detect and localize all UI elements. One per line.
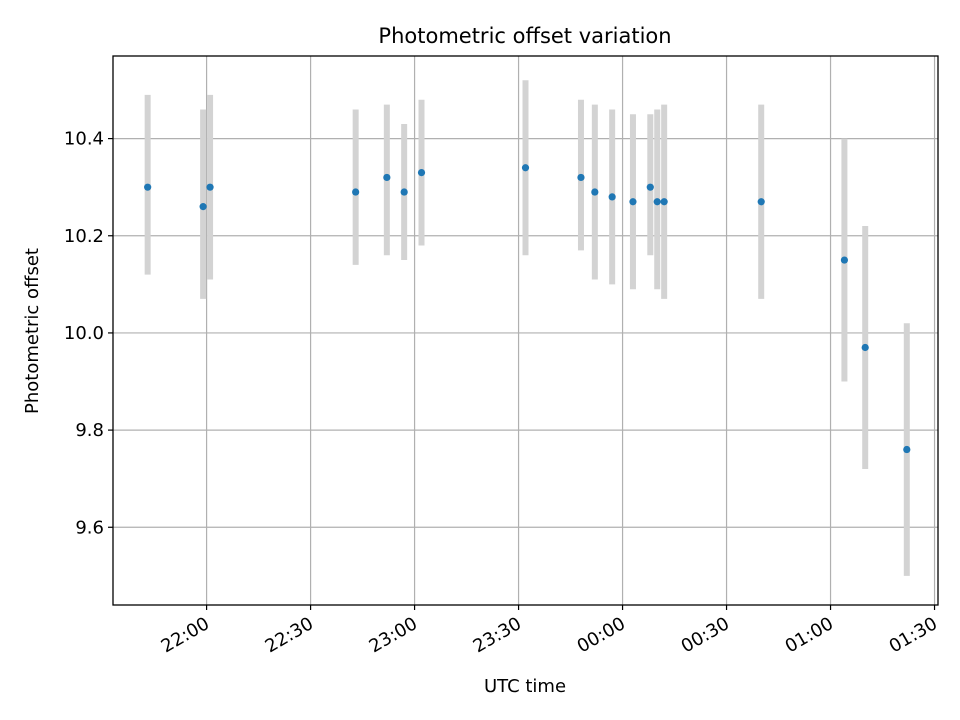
chart-title: Photometric offset variation [378,24,671,48]
data-point [400,188,408,196]
y-tick-label: 10.2 [64,226,104,247]
data-point [577,173,585,182]
plot-area-frame [112,55,939,606]
data-point [608,193,616,201]
y-tick-label: 9.6 [75,517,104,538]
y-axis-ticks: 9.6 9.8 10.0 10.2 10.4 [64,129,113,538]
y-axis-title: Photometric offset [22,248,43,414]
data-point [861,343,869,352]
data-point [646,183,654,191]
data-point [591,188,599,196]
data-point [352,188,360,196]
data-point [383,173,391,182]
data-point [660,198,668,206]
data-point [840,256,849,264]
data-point [629,198,637,206]
data-point [903,445,911,454]
data-point [653,198,661,206]
x-axis-title: UTC time [484,676,566,697]
data-point [521,164,530,172]
data-point [757,198,765,206]
data-point [199,203,207,211]
data-points [144,164,911,454]
y-tick-label: 9.8 [75,420,104,441]
y-tick-label: 10.0 [64,323,104,344]
data-point [144,183,152,191]
data-point [417,169,426,177]
y-tick-label: 10.4 [64,129,104,150]
data-point [206,183,214,191]
